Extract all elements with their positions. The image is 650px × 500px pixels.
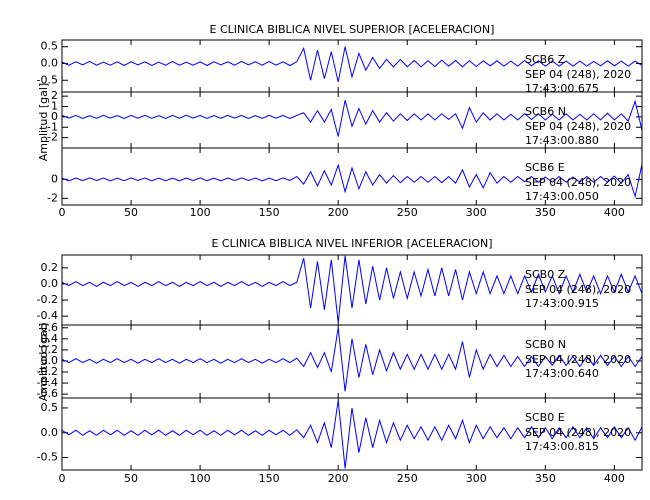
x-tick-label: 350 <box>535 472 556 485</box>
y-tick-label: 0.0 <box>41 354 59 367</box>
station-label: SCB0 N <box>525 338 566 351</box>
y-tick-label: -0.6 <box>37 387 58 400</box>
time-label: 17:43:00.675 <box>525 82 599 95</box>
x-tick-label: 300 <box>466 206 487 219</box>
time-label: 17:43:00.050 <box>525 190 599 203</box>
y-tick-label: -1 <box>47 120 58 133</box>
x-tick-label: 300 <box>466 472 487 485</box>
y-tick-label: -0.4 <box>37 309 58 322</box>
y-tick-label: 0.5 <box>41 401 59 414</box>
x-tick-label: 0 <box>59 206 66 219</box>
x-tick-label: 0 <box>59 472 66 485</box>
y-tick-label: -2 <box>47 131 58 144</box>
x-tick-label: 100 <box>190 206 211 219</box>
station-label: SCB6 Z <box>525 53 566 66</box>
station-label: SCB0 E <box>525 411 565 424</box>
time-label: 17:43:00.880 <box>525 134 599 147</box>
y-tick-label: -0.5 <box>37 451 58 464</box>
y-tick-label: 2 <box>51 89 58 102</box>
date-label: SEP 04 (248), 2020 <box>525 283 631 296</box>
panel-frame <box>61 147 643 206</box>
station-label: SCB6 N <box>525 105 566 118</box>
time-label: 17:43:00.640 <box>525 367 599 380</box>
x-tick-label: 400 <box>604 472 625 485</box>
waveform <box>61 400 643 469</box>
date-label: SEP 04 (248), 2020 <box>525 353 631 366</box>
x-tick-label: 50 <box>124 472 138 485</box>
date-label: SEP 04 (248), 2020 <box>525 176 631 189</box>
y-axis-label: Amplitud [gal] <box>37 323 50 401</box>
waveform <box>61 163 643 199</box>
date-label: SEP 04 (248), 2020 <box>525 426 631 439</box>
x-tick-label: 250 <box>397 472 418 485</box>
x-tick-label: 350 <box>535 206 556 219</box>
y-tick-label: 0.5 <box>41 40 59 53</box>
x-tick-label: 250 <box>397 206 418 219</box>
y-tick-label: 0.6 <box>41 321 59 334</box>
y-tick-label: 0.0 <box>41 426 59 439</box>
x-tick-label: 50 <box>124 206 138 219</box>
time-label: 17:43:00.815 <box>525 440 599 453</box>
x-tick-label: 200 <box>328 472 349 485</box>
chart-title: E CLINICA BIBLICA NIVEL INFERIOR [ACELER… <box>211 237 492 250</box>
y-tick-label: -0.5 <box>37 73 58 86</box>
waveform <box>61 327 643 392</box>
time-label: 17:43:00.915 <box>525 297 599 310</box>
waveform <box>61 255 643 323</box>
waveform <box>61 99 643 137</box>
y-axis-label: Amplitud [gal] <box>37 83 50 161</box>
station-label: SCB0 Z <box>525 268 566 281</box>
y-tick-label: 0.0 <box>41 277 59 290</box>
y-tick-label: 0.4 <box>41 332 59 345</box>
x-tick-label: 400 <box>604 206 625 219</box>
x-tick-label: 150 <box>259 472 280 485</box>
x-tick-label: 150 <box>259 206 280 219</box>
date-label: SEP 04 (248), 2020 <box>525 68 631 81</box>
y-tick-label: -2 <box>47 191 58 204</box>
date-label: SEP 04 (248), 2020 <box>525 120 631 133</box>
y-tick-label: 0 <box>51 172 58 185</box>
y-tick-label: 0.2 <box>41 343 59 356</box>
y-tick-label: 0.0 <box>41 56 59 69</box>
y-tick-label: -0.2 <box>37 365 58 378</box>
y-tick-label: 0.2 <box>41 261 59 274</box>
y-tick-label: 1 <box>51 100 58 113</box>
y-tick-label: 0 <box>51 110 58 123</box>
panel-frame <box>61 397 643 471</box>
waveform <box>61 46 643 83</box>
chart-title: E CLINICA BIBLICA NIVEL SUPERIOR [ACELER… <box>210 23 495 36</box>
y-tick-label: -0.2 <box>37 293 58 306</box>
station-label: SCB6 E <box>525 161 565 174</box>
y-tick-label: -0.4 <box>37 376 58 389</box>
x-tick-label: 200 <box>328 206 349 219</box>
x-tick-label: 100 <box>190 472 211 485</box>
